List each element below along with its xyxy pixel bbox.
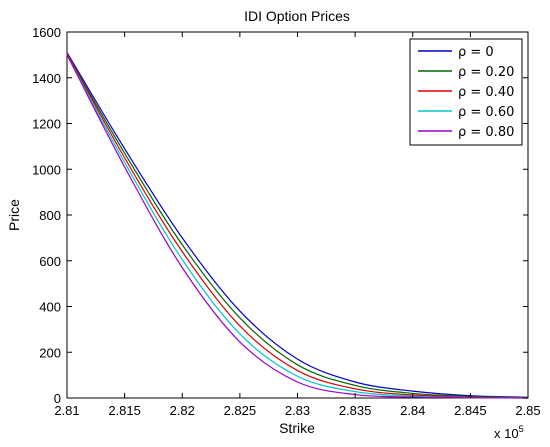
ticks-layer: 2.81 2.815 2.82 2.825 2.83 2.835 2.84 2.845 2.85…	[32, 25, 541, 418]
y-tick-label: 1600	[32, 25, 61, 40]
y-tick-label: 0	[54, 391, 61, 406]
y-tick-label: 600	[39, 254, 61, 269]
series-line-2	[66, 53, 529, 399]
x-tick-label: 2.83	[285, 403, 310, 418]
legend-box	[409, 38, 523, 146]
y-tick-label: 400	[39, 300, 61, 315]
x-tick-label: 2.85	[515, 403, 540, 418]
x-tick-label: 2.82	[170, 403, 195, 418]
chart-title: IDI Option Prices	[244, 8, 350, 24]
y-tick-label: 1400	[32, 71, 61, 86]
series-line-0	[66, 52, 529, 398]
y-tick-label: 800	[39, 208, 61, 223]
x-axis-title: Strike	[279, 420, 315, 436]
series-line-1	[66, 53, 529, 399]
legend-label: ρ = 0.80	[458, 125, 514, 140]
x-tick-label: 2.81	[54, 403, 79, 418]
y-tick-label: 1000	[32, 162, 61, 177]
y-axis-title: Price	[6, 199, 22, 231]
x-tick-label: 2.835	[339, 403, 372, 418]
x-scale-multiplier: x 105	[494, 424, 524, 441]
x-tick-label: 2.815	[108, 403, 141, 418]
x-scale-exponent: 5	[519, 424, 524, 434]
x-scale-note: x 10	[494, 426, 519, 441]
legend-label: ρ = 0	[458, 45, 494, 60]
y-tick-label: 200	[39, 345, 61, 360]
series-line-4	[66, 54, 529, 399]
legend-label: ρ = 0.20	[458, 65, 514, 80]
legend-label: ρ = 0.60	[458, 105, 514, 120]
series-layer	[66, 52, 529, 399]
y-tick-label: 1200	[32, 117, 61, 132]
legend-label: ρ = 0.40	[458, 85, 514, 100]
legend: ρ = 0 ρ = 0.20 ρ = 0.40 ρ = 0.60 ρ = 0.80	[409, 38, 523, 146]
x-tick-label: 2.845	[454, 403, 487, 418]
x-tick-label: 2.84	[400, 403, 425, 418]
x-tick-label: 2.825	[224, 403, 257, 418]
